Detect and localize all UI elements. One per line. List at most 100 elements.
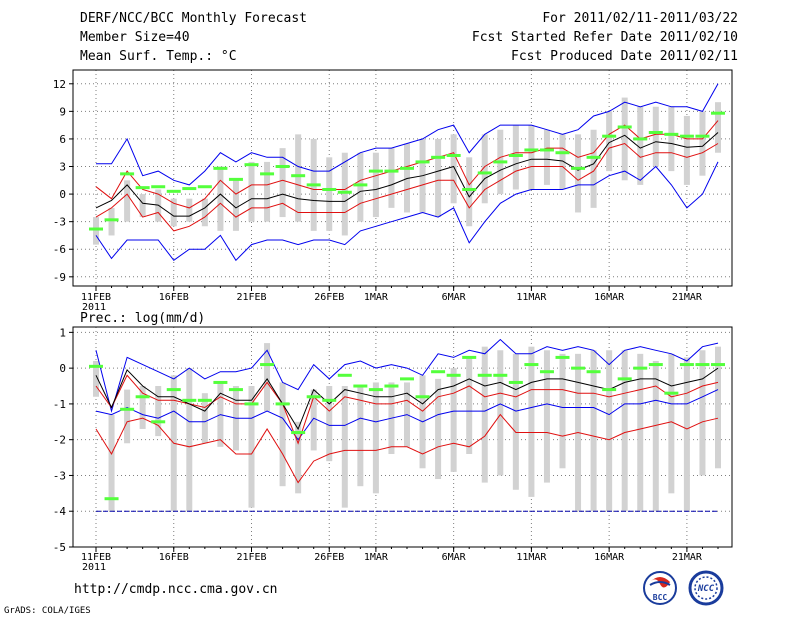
median-mark bbox=[508, 380, 523, 384]
median-mark bbox=[539, 148, 554, 152]
median-mark bbox=[368, 388, 383, 392]
spread-box bbox=[326, 386, 333, 462]
median-mark bbox=[291, 174, 306, 178]
median-mark bbox=[228, 388, 243, 392]
x-tick-label: 21MAR bbox=[672, 552, 703, 563]
spread-box bbox=[139, 194, 146, 218]
median-mark bbox=[711, 111, 725, 115]
spread-box bbox=[637, 353, 644, 512]
upper-outer-line bbox=[95, 338, 719, 414]
x-tick-label: 1MAR bbox=[364, 552, 389, 563]
median-mark bbox=[384, 384, 399, 388]
spread-box bbox=[248, 386, 255, 508]
median-mark bbox=[462, 355, 477, 359]
spread-box bbox=[466, 157, 473, 227]
median-mark bbox=[368, 169, 383, 173]
x-tick-label: 16FEB bbox=[159, 292, 189, 303]
y-tick-label: 0 bbox=[59, 362, 66, 375]
median-mark bbox=[555, 355, 570, 359]
median-mark bbox=[431, 155, 446, 159]
median-mark bbox=[337, 190, 352, 194]
bcc-logo-text: BCC bbox=[653, 593, 668, 602]
spread-box bbox=[217, 166, 224, 231]
ncc-logo-icon: NCC bbox=[688, 570, 724, 606]
spread-box bbox=[528, 125, 535, 190]
y-tick-label: -1 bbox=[53, 398, 66, 411]
x-tick-label: 11MAR bbox=[516, 552, 547, 563]
x-tick-sublabel: 2011 bbox=[82, 302, 106, 313]
median-mark bbox=[260, 172, 275, 176]
median-mark bbox=[524, 363, 539, 367]
median-mark bbox=[197, 185, 212, 189]
y-tick-label: 3 bbox=[59, 161, 66, 174]
spread-box bbox=[715, 102, 721, 153]
x-tick-label: 16MAR bbox=[594, 292, 625, 303]
x-tick-label: 16MAR bbox=[594, 552, 625, 563]
median-mark bbox=[571, 366, 586, 370]
median-mark bbox=[446, 153, 461, 157]
median-mark bbox=[275, 402, 290, 406]
y-tick-label: -6 bbox=[53, 243, 66, 256]
y-tick-label: 6 bbox=[59, 133, 66, 146]
spread-box bbox=[139, 386, 146, 429]
spread-box bbox=[170, 198, 177, 227]
member-size: Member Size=40 bbox=[80, 30, 190, 45]
spread-box bbox=[559, 134, 566, 190]
mean-line bbox=[95, 367, 719, 431]
spread-box bbox=[466, 357, 473, 454]
spread-box bbox=[481, 346, 488, 483]
spread-box bbox=[668, 106, 675, 172]
median-mark bbox=[104, 218, 119, 222]
median-mark bbox=[617, 377, 632, 381]
chart-title: DERF/NCC/BCC Monthly Forecast bbox=[80, 11, 307, 26]
x-tick-label: 26FEB bbox=[314, 292, 344, 303]
median-mark bbox=[166, 189, 181, 193]
median-mark bbox=[493, 160, 508, 164]
median-mark bbox=[89, 364, 103, 368]
median-mark bbox=[602, 134, 617, 138]
spread-box bbox=[497, 350, 504, 476]
median-mark bbox=[120, 407, 135, 411]
median-mark bbox=[275, 165, 290, 169]
median-mark bbox=[182, 187, 197, 191]
plot-frame bbox=[72, 69, 733, 287]
y-tick-label: -3 bbox=[53, 216, 66, 229]
median-mark bbox=[555, 151, 570, 155]
source-url[interactable]: http://cmdp.ncc.cma.gov.cn bbox=[74, 582, 278, 597]
median-mark bbox=[586, 370, 601, 374]
y-tick-label: -9 bbox=[53, 271, 66, 284]
median-mark bbox=[586, 155, 601, 159]
x-tick-label: 11MAR bbox=[516, 292, 547, 303]
y-tick-label: -4 bbox=[53, 505, 67, 518]
spread-box bbox=[232, 180, 239, 231]
median-mark bbox=[711, 363, 725, 367]
spread-box bbox=[357, 152, 364, 222]
x-tick-label: 21FEB bbox=[236, 552, 266, 563]
median-mark bbox=[228, 177, 243, 181]
median-mark bbox=[617, 125, 632, 129]
spread-box bbox=[683, 115, 690, 185]
spread-box bbox=[606, 350, 613, 512]
x-tick-label: 21MAR bbox=[672, 292, 703, 303]
spread-box bbox=[621, 350, 628, 512]
spread-box bbox=[186, 198, 193, 222]
spread-box bbox=[248, 161, 255, 222]
median-mark bbox=[446, 373, 461, 377]
median-mark bbox=[462, 187, 477, 191]
spread-box bbox=[543, 129, 550, 185]
median-mark bbox=[384, 169, 399, 173]
median-mark bbox=[679, 134, 694, 138]
median-mark bbox=[120, 172, 135, 176]
median-mark bbox=[477, 373, 492, 377]
spread-box bbox=[590, 350, 597, 512]
median-mark bbox=[633, 137, 648, 141]
spread-box bbox=[559, 353, 566, 469]
lower-inner-line bbox=[95, 413, 719, 484]
x-tick-label: 6MAR bbox=[442, 552, 467, 563]
y-tick-label: -2 bbox=[53, 434, 66, 447]
median-mark bbox=[679, 363, 694, 367]
median-mark bbox=[135, 395, 150, 399]
x-tick-sublabel: 2011 bbox=[82, 562, 106, 573]
